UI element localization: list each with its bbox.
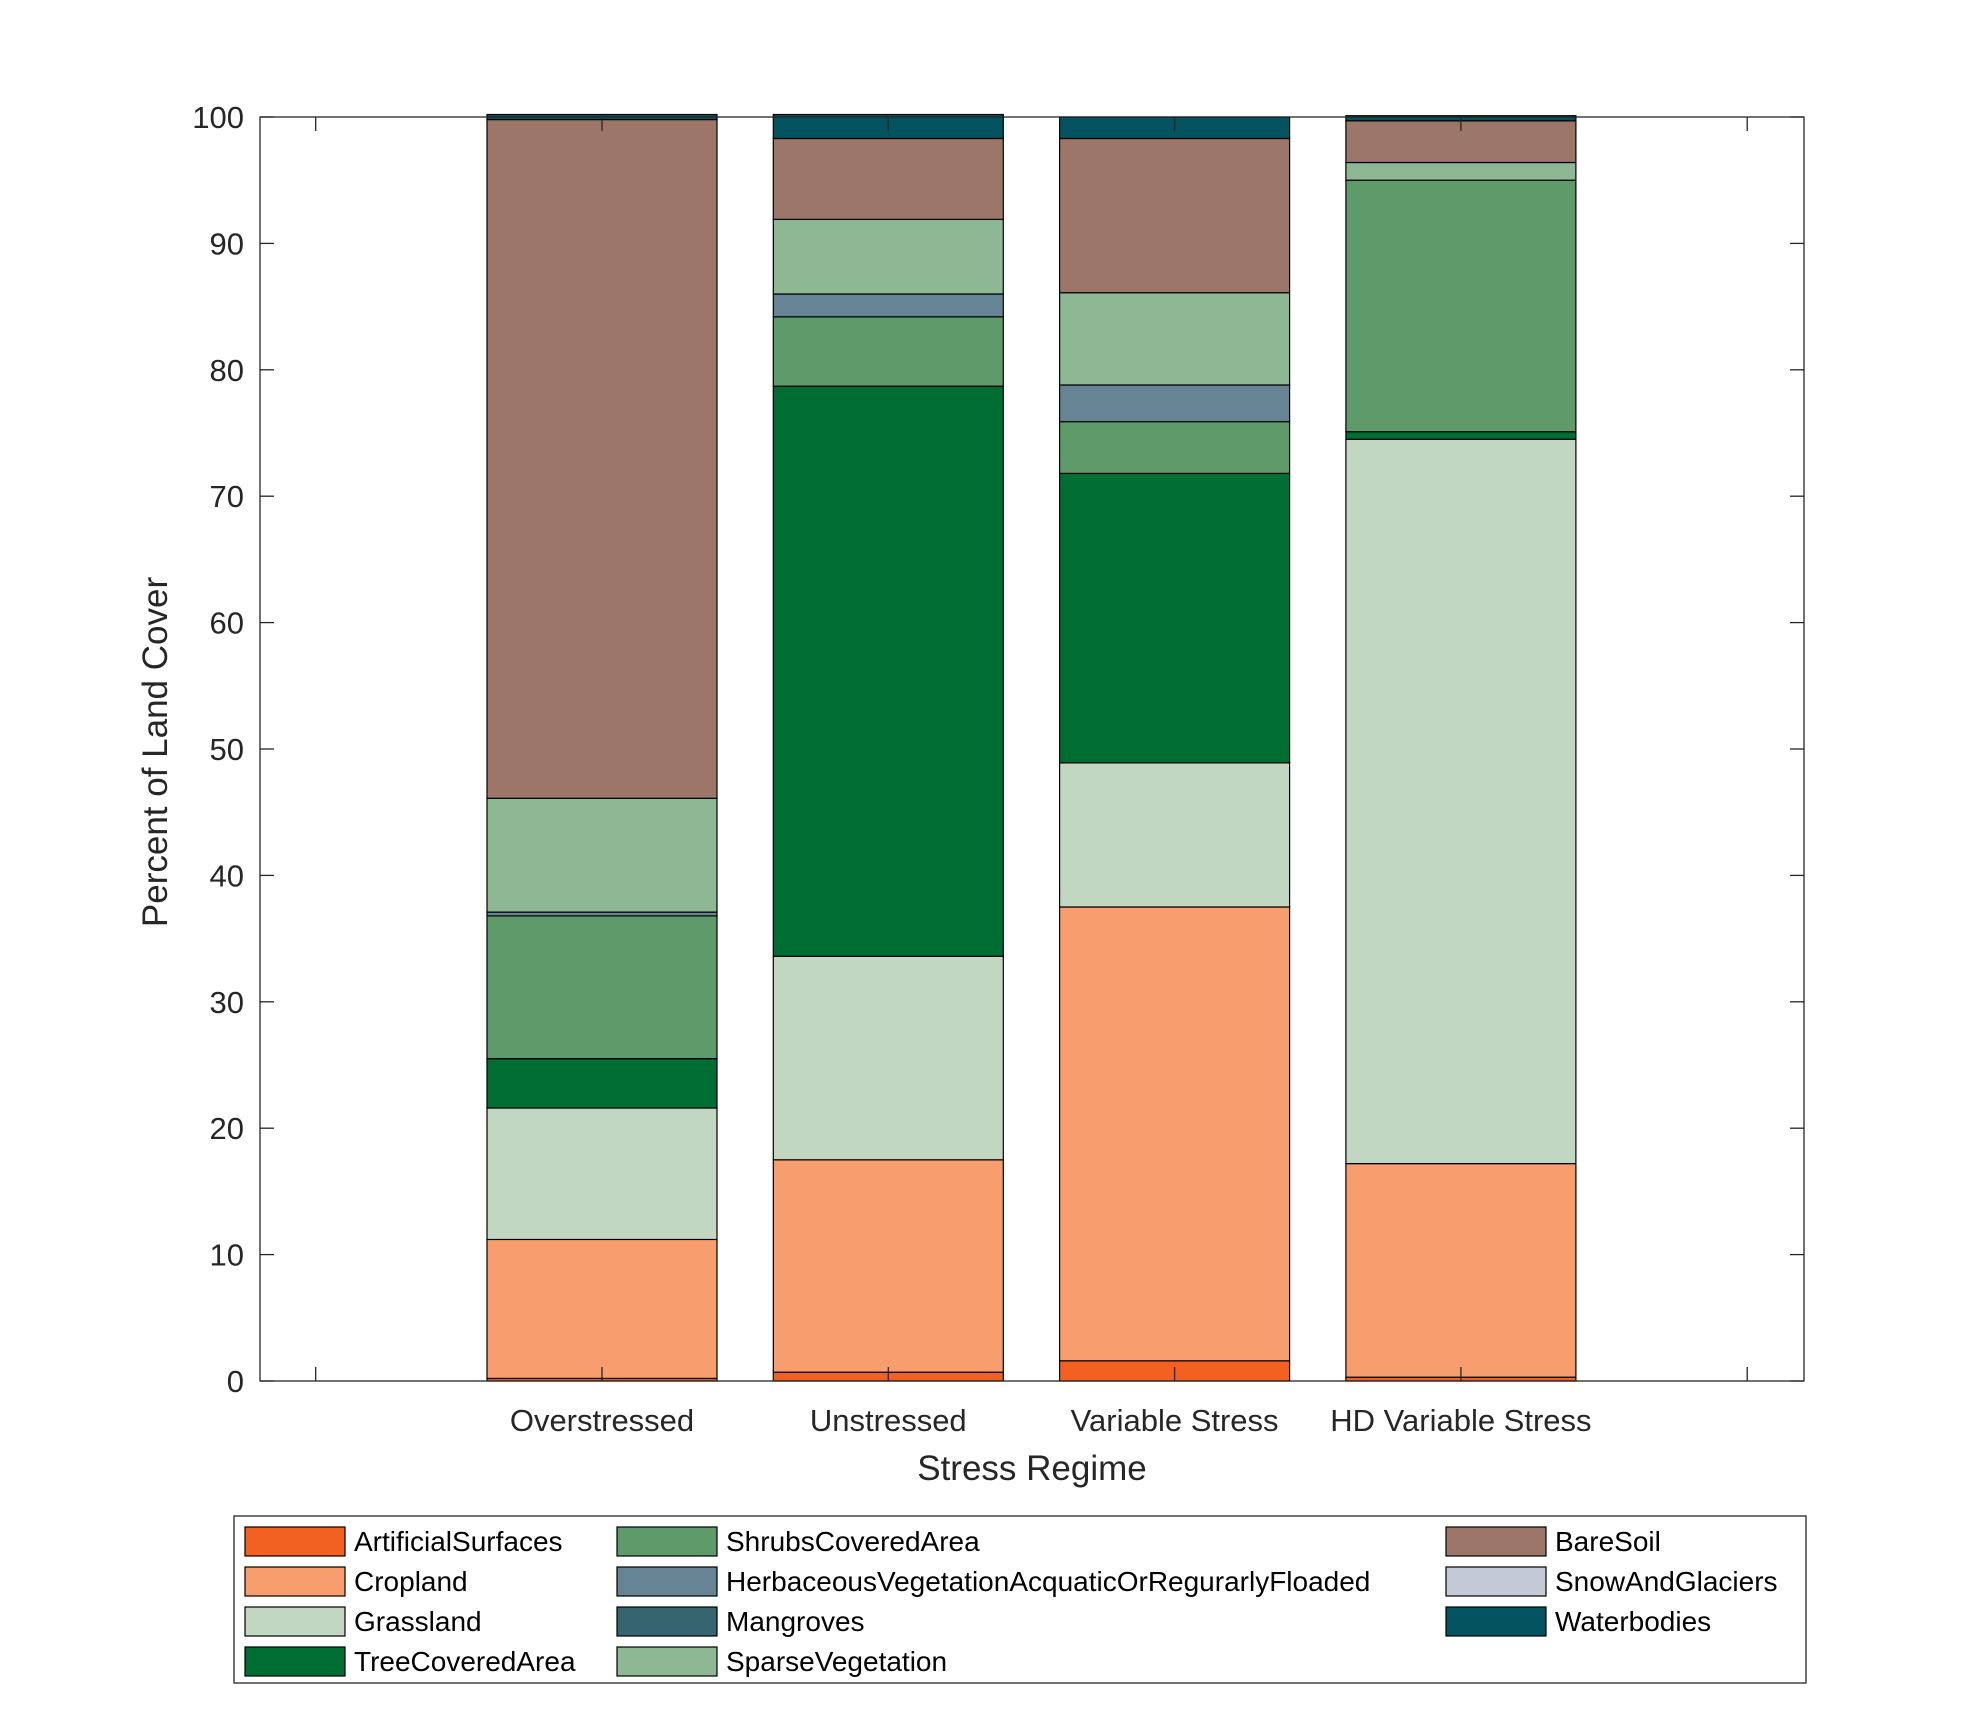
legend-swatch-herbaceousvegetationacquaticorregurarlyfloaded xyxy=(616,1566,718,1597)
legend-swatch-cropland xyxy=(244,1566,346,1597)
legend-label-snowandglaciers: SnowAndGlaciers xyxy=(1555,1566,1778,1597)
bar-segment-variable-stress-grassland xyxy=(1058,762,1291,908)
y-tick-label: 20 xyxy=(210,1111,244,1146)
bar-segment-hd-variable-stress-shrubscoveredarea xyxy=(1345,179,1577,433)
bar-segment-overstressed-sparsevegetation xyxy=(486,797,718,913)
y-tick-label: 0 xyxy=(227,1364,244,1399)
x-tick-label-overstressed: Overstressed xyxy=(510,1403,694,1438)
legend-swatch-treecoveredarea xyxy=(244,1646,346,1677)
bar-segment-overstressed-cropland xyxy=(486,1238,718,1380)
legend-swatch-grassland xyxy=(244,1606,346,1637)
legend-label-mangroves: Mangroves xyxy=(726,1606,865,1637)
bar-segment-hd-variable-stress-grassland xyxy=(1345,438,1577,1165)
bar-segment-unstressed-baresoil xyxy=(772,137,1004,221)
bar-segment-overstressed-shrubscoveredarea xyxy=(486,915,718,1060)
legend-label-baresoil: BareSoil xyxy=(1555,1526,1661,1557)
legend-swatch-mangroves xyxy=(616,1606,718,1637)
legend-swatch-snowandglaciers xyxy=(1445,1566,1547,1597)
bar-segment-unstressed-herbaceousvegetationacquaticorregurarlyfloaded xyxy=(772,293,1004,318)
bar-segment-variable-stress-herbaceousvegetationacquaticorregurarlyfloaded xyxy=(1058,384,1291,423)
bar-segment-variable-stress-baresoil xyxy=(1058,137,1291,294)
bar-segment-hd-variable-stress-sparsevegetation xyxy=(1345,161,1577,181)
x-tick-label-unstressed: Unstressed xyxy=(810,1403,967,1438)
bar-segment-hd-variable-stress-baresoil xyxy=(1345,120,1577,164)
legend-label-grassland: Grassland xyxy=(354,1606,482,1637)
bar-segment-overstressed-treecoveredarea xyxy=(486,1058,718,1109)
y-tick-label: 40 xyxy=(210,858,244,893)
bar-segment-unstressed-shrubscoveredarea xyxy=(772,316,1004,387)
x-axis-title: Stress Regime xyxy=(917,1449,1147,1488)
legend-label-waterbodies: Waterbodies xyxy=(1555,1606,1711,1637)
y-tick-label: 10 xyxy=(210,1238,244,1273)
bar-segment-variable-stress-sparsevegetation xyxy=(1058,292,1291,386)
legend-label-sparsevegetation: SparseVegetation xyxy=(726,1646,947,1677)
legend-swatch-waterbodies xyxy=(1445,1606,1547,1637)
bar-segment-unstressed-sparsevegetation xyxy=(772,218,1004,295)
bar-segment-variable-stress-cropland xyxy=(1058,906,1291,1362)
legend-label-shrubscoveredarea: ShrubsCoveredArea xyxy=(726,1526,980,1557)
y-tick-label: 50 xyxy=(210,732,244,767)
bar-segment-unstressed-grassland xyxy=(772,955,1004,1161)
legend-swatch-artificialsurfaces xyxy=(244,1526,346,1557)
axes-group: 0 10 20 30 40 50 60 70 80 90 100 Overstressed Unstre… xyxy=(192,100,1805,1438)
x-tick-label-variable-stress: Variable Stress xyxy=(1071,1403,1279,1438)
y-tick-label: 100 xyxy=(192,100,244,135)
x-tick-label-hd-variable-stress: HD Variable Stress xyxy=(1330,1403,1591,1438)
bar-segment-unstressed-cropland xyxy=(772,1159,1004,1373)
legend-label-cropland: Cropland xyxy=(354,1566,468,1597)
bar-segment-variable-stress-treecoveredarea xyxy=(1058,472,1291,764)
y-tick-label: 70 xyxy=(210,479,244,514)
bar-segment-hd-variable-stress-cropland xyxy=(1345,1162,1577,1378)
bar-segment-hd-variable-stress-treecoveredarea xyxy=(1345,431,1577,440)
y-tick-label: 60 xyxy=(210,606,244,641)
bar-segment-overstressed-baresoil xyxy=(486,118,718,799)
legend: ArtificialSurfaces Cropland Grassland TreeC… xyxy=(233,1515,1807,1684)
legend-swatch-baresoil xyxy=(1445,1526,1547,1557)
bar-segment-unstressed-treecoveredarea xyxy=(772,385,1004,957)
bars-group xyxy=(486,113,1577,1382)
legend-swatch-sparsevegetation xyxy=(616,1646,718,1677)
y-tick-label: 30 xyxy=(210,985,244,1020)
legend-label-treecoveredarea: TreeCoveredArea xyxy=(354,1646,576,1677)
y-tick-label: 90 xyxy=(210,226,244,261)
bar-segment-variable-stress-shrubscoveredarea xyxy=(1058,421,1291,475)
y-tick-label: 80 xyxy=(210,353,244,388)
bar-segment-overstressed-grassland xyxy=(486,1107,718,1241)
legend-label-herbaceousvegetationacquaticorregurarlyfloaded: HerbaceousVegetationAcquaticOrRegurarlyF… xyxy=(726,1566,1370,1597)
legend-label-artificialsurfaces: ArtificialSurfaces xyxy=(354,1526,563,1557)
y-axis-title: Percent of Land Cover xyxy=(136,577,175,928)
legend-swatch-shrubscoveredarea xyxy=(616,1526,718,1557)
